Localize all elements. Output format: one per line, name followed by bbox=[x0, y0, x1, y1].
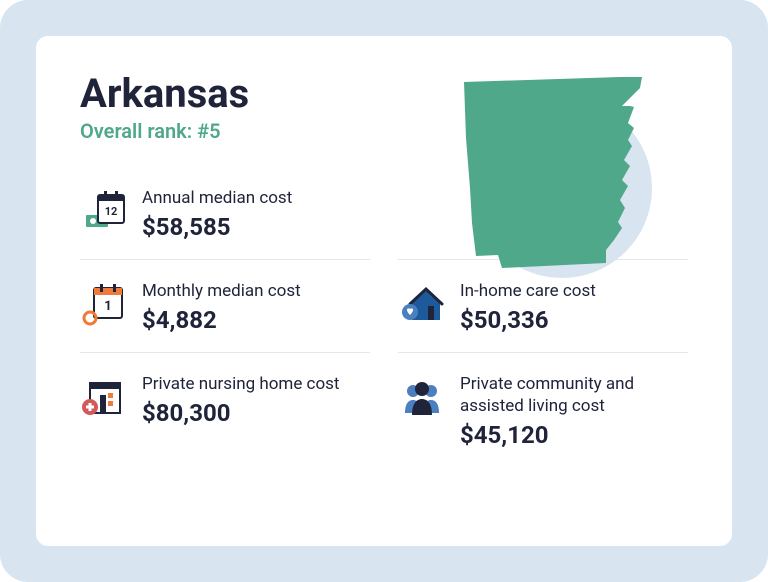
stat-value: $45,120 bbox=[460, 421, 688, 449]
stat-monthly-median: 1 Monthly median cost $4,882 bbox=[80, 259, 370, 352]
stat-value: $50,336 bbox=[460, 306, 596, 334]
stat-value: $58,585 bbox=[142, 213, 292, 241]
stat-value: $4,882 bbox=[142, 306, 301, 334]
stat-label: In-home care cost bbox=[460, 280, 596, 302]
infographic-card: Arkansas Overall rank: #5 12 bbox=[36, 36, 732, 546]
stat-value: $80,300 bbox=[142, 399, 339, 427]
stat-annual-median: 12 Annual median cost $58,585 bbox=[80, 167, 370, 259]
state-map bbox=[442, 68, 672, 278]
svg-text:1: 1 bbox=[104, 299, 111, 314]
stat-private-nursing: Private nursing home cost $80,300 bbox=[80, 352, 370, 467]
svg-text:12: 12 bbox=[105, 205, 118, 218]
infographic-outer: Arkansas Overall rank: #5 12 bbox=[0, 0, 768, 582]
people-icon bbox=[398, 373, 446, 421]
stat-private-community: Private community and assisted living co… bbox=[398, 352, 688, 467]
calendar-12-icon: 12 bbox=[80, 187, 128, 235]
house-heart-icon bbox=[398, 280, 446, 328]
hospital-icon bbox=[80, 373, 128, 421]
calendar-1-icon: 1 bbox=[80, 280, 128, 328]
stat-label: Annual median cost bbox=[142, 187, 292, 209]
arkansas-shape-icon bbox=[442, 68, 672, 278]
stat-label: Monthly median cost bbox=[142, 280, 301, 302]
stat-label: Private community and assisted living co… bbox=[460, 373, 688, 417]
stat-label: Private nursing home cost bbox=[142, 373, 339, 395]
